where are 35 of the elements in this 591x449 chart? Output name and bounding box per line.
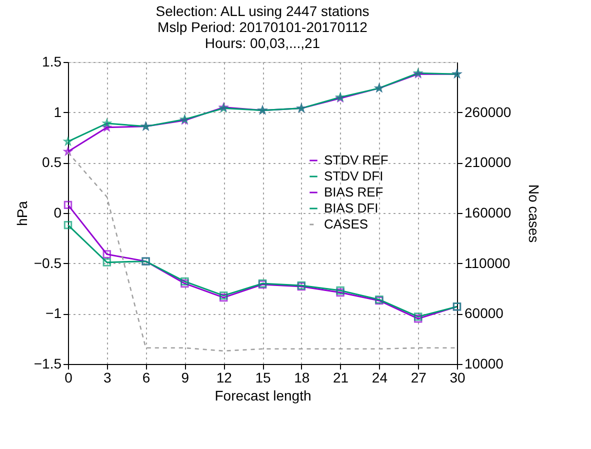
y2-tick-label: 110000 bbox=[464, 254, 510, 271]
text: Mslp Period: 20170101-20170112 bbox=[158, 19, 368, 35]
y-tick-label: 1 bbox=[54, 104, 62, 120]
y-tick-label: −1 bbox=[46, 305, 62, 322]
text: Hours: 00,03,...,21 bbox=[204, 35, 320, 51]
y-tick-label: 1.5 bbox=[42, 54, 62, 70]
y-tick-label: −0.5 bbox=[34, 254, 62, 271]
x-tick-label: 3 bbox=[104, 370, 112, 386]
y2-tick-label: 260000 bbox=[464, 104, 512, 120]
legend-label: BIAS REF bbox=[324, 184, 384, 200]
y-tick-label: 0 bbox=[54, 204, 62, 220]
legend-label: STDV REF bbox=[324, 152, 388, 168]
y-tick-label: −1.5 bbox=[34, 356, 62, 372]
x-tick-label: 15 bbox=[255, 370, 271, 386]
y-tick-label: 0.5 bbox=[42, 154, 62, 170]
x-tick-label: 27 bbox=[410, 370, 427, 386]
x-tick-label: 12 bbox=[216, 370, 232, 386]
legend-label: STDV DFI bbox=[324, 168, 384, 184]
text: Selection: ALL using 2447 stations bbox=[156, 3, 370, 19]
y2-tick-label: 60000 bbox=[464, 305, 504, 322]
y2-tick-label: 210000 bbox=[464, 154, 512, 170]
x-axis-title: Forecast length bbox=[214, 388, 312, 404]
y2-tick-label: 160000 bbox=[464, 204, 512, 220]
y2-axis-title: No cases bbox=[526, 184, 542, 243]
y2-tick-label: 10000 bbox=[464, 356, 504, 372]
x-tick-label: 9 bbox=[181, 370, 190, 386]
x-tick-label: 21 bbox=[333, 370, 349, 386]
y-axis-title: hPa bbox=[14, 200, 30, 226]
x-tick-label: 30 bbox=[450, 370, 466, 386]
x-tick-label: 18 bbox=[294, 370, 310, 386]
x-tick-label: 6 bbox=[142, 370, 150, 386]
legend-label: CASES bbox=[324, 216, 368, 232]
x-tick-label: 24 bbox=[372, 370, 388, 386]
legend-label: BIAS DFI bbox=[324, 200, 378, 216]
x-tick-label: 0 bbox=[64, 370, 73, 386]
